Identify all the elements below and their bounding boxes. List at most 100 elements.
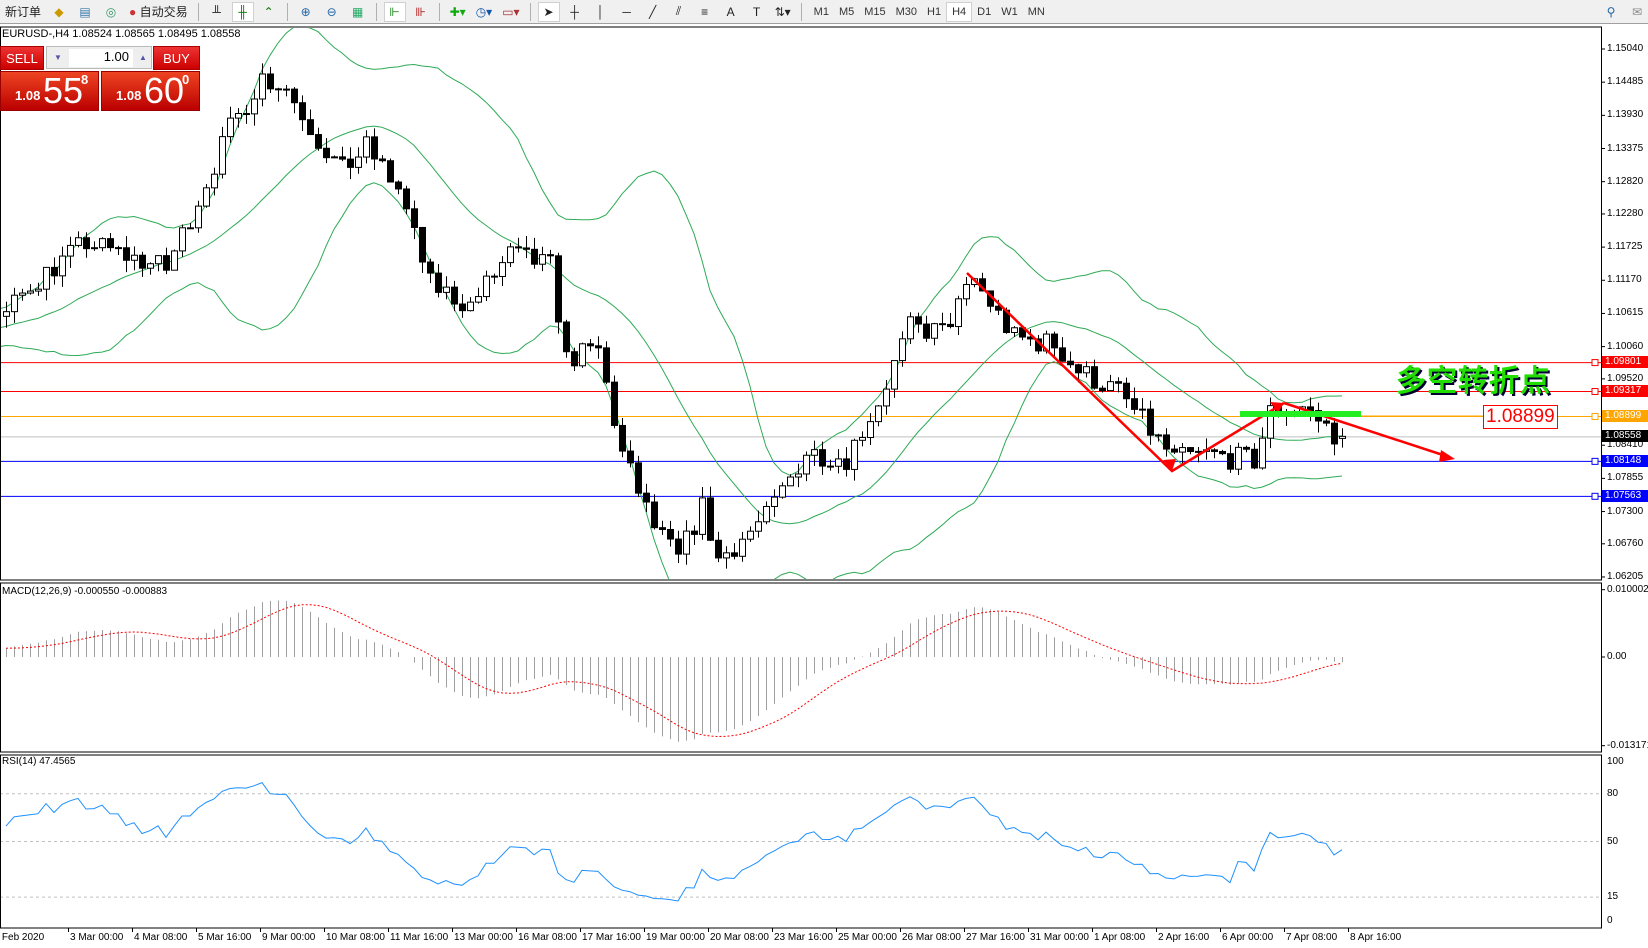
bollinger-lower-band (1, 182, 1343, 579)
timeframe-d1[interactable]: D1 (977, 5, 992, 18)
lot-increase-button[interactable]: ▲ (139, 53, 147, 62)
buy-price-button[interactable]: 1.08 60 0 (101, 70, 200, 111)
candle (27, 284, 34, 295)
timeframe-m5[interactable]: M5 (838, 5, 855, 18)
candle-body (851, 439, 858, 470)
market-watch-icon[interactable]: ◆ (54, 4, 64, 19)
candle (1051, 331, 1058, 357)
candle (1323, 418, 1330, 427)
timeframe-m30[interactable]: M30 (895, 5, 918, 18)
candle-body (1243, 446, 1250, 450)
separator (197, 2, 199, 21)
text-label-icon[interactable]: T (752, 4, 761, 19)
auto-trading-icon: ● (129, 4, 137, 19)
candle-body (187, 227, 194, 230)
candle (1083, 361, 1090, 378)
navigator-icon[interactable]: ◎ (105, 4, 117, 19)
arrows-icon[interactable]: ⇅▾ (774, 4, 791, 19)
price-label-annotation[interactable]: 1.08899 (1483, 405, 1558, 429)
candle-body (219, 136, 226, 175)
candle-body (907, 316, 914, 340)
chart-shift-icon[interactable]: ⊩ (383, 1, 406, 22)
cursor-icon[interactable]: ➤ (537, 1, 560, 22)
lot-size-field[interactable]: ▼ 1.00 ▲ (46, 46, 152, 69)
candle (579, 342, 586, 368)
buy-button[interactable]: BUY (153, 46, 200, 70)
lot-size-input[interactable]: 1.00 (69, 49, 133, 67)
lot-decrease-button[interactable]: ▼ (54, 53, 62, 62)
autoscroll-icon[interactable]: ⊪ (415, 4, 426, 19)
candle (1267, 397, 1274, 449)
timeframe-m1[interactable]: M1 (813, 5, 829, 18)
line-chart-icon[interactable]: ⌃ (263, 4, 274, 19)
candle (347, 147, 354, 180)
time-axis-label: 9 Mar 00:00 (262, 932, 316, 943)
candle (491, 273, 498, 284)
candle (883, 379, 890, 415)
candle-body (795, 473, 802, 478)
candle (803, 451, 810, 482)
periods-icon[interactable]: ◷▾ (475, 4, 493, 19)
sell-button[interactable]: SELL (0, 46, 44, 70)
candle-body (235, 113, 242, 119)
candle-body (283, 88, 290, 91)
chat-icon[interactable]: ✉ (1631, 4, 1643, 19)
zoom-in-icon[interactable]: ⊕ (300, 4, 311, 19)
candle (1091, 359, 1098, 390)
candle-body (947, 323, 954, 328)
time-axis-label: 6 Apr 00:00 (1222, 932, 1274, 943)
rsi-axis-label: 100 (1607, 756, 1624, 767)
macd-pane (0, 582, 1602, 753)
vertical-line-icon[interactable]: │ (596, 4, 605, 19)
turning-point-annotation[interactable]: 多空转折点 (1396, 365, 1551, 398)
candle (931, 322, 938, 346)
candle (499, 256, 506, 287)
new-order-button[interactable]: 新订单 (5, 5, 42, 19)
timeframe-h1[interactable]: H1 (927, 5, 942, 18)
candle (1171, 444, 1178, 455)
candle (99, 237, 106, 252)
price-axis-label: 1.15040 (1607, 43, 1644, 54)
candle (139, 251, 146, 277)
candle-body (611, 381, 618, 426)
templates-icon[interactable]: ▭▾ (502, 4, 520, 19)
timeframe-mn[interactable]: MN (1027, 5, 1045, 18)
candle-body (131, 254, 138, 261)
chart-canvas[interactable] (0, 24, 1648, 948)
zoom-out-icon[interactable]: ⊖ (326, 4, 337, 19)
price-axis-label: 1.12820 (1607, 175, 1644, 187)
text-icon[interactable]: A (726, 4, 735, 19)
search-icon[interactable]: ⚲ (1606, 4, 1616, 19)
candle-body (571, 351, 578, 367)
candle (1163, 428, 1170, 457)
candle (307, 109, 314, 136)
candle (835, 449, 842, 474)
bar-chart-icon[interactable]: ╨ (212, 4, 221, 19)
trendline-icon[interactable]: ╱ (648, 4, 657, 19)
candle-body (667, 528, 674, 540)
candlestick-icon[interactable]: ╫ (231, 1, 254, 22)
indicators-icon[interactable]: ✚▾ (449, 4, 466, 19)
candle (419, 226, 426, 273)
candle (1219, 449, 1226, 456)
trend-arrow-projection (1283, 401, 1447, 458)
toolbar: 新订单 ◆ ▤ ◎ ● 自动交易 ╨ ╫ ⌃ ⊕ ⊖ ▦ ⊩ ⊪ ✚▾ ◷▾ ▭… (0, 0, 1648, 24)
candle (619, 417, 626, 458)
fibonacci-icon[interactable]: ≡ (701, 4, 709, 19)
data-window-icon[interactable]: ▤ (79, 4, 91, 19)
candle (371, 128, 378, 171)
candle-body (747, 530, 754, 540)
candle-body (395, 181, 402, 190)
equidistant-channel-icon[interactable]: ⫽ (675, 4, 682, 18)
sell-price-button[interactable]: 1.08 55 8 (0, 70, 99, 111)
bollinger-upper-band (1, 28, 1343, 476)
horizontal-line-icon[interactable]: ─ (622, 4, 631, 19)
candle-body (555, 255, 562, 323)
tile-windows-icon[interactable]: ▦ (351, 4, 364, 19)
timeframe-h4[interactable]: H4 (946, 1, 973, 22)
crosshair-icon[interactable]: ┼ (570, 4, 579, 19)
candle (1243, 445, 1250, 453)
timeframe-m15[interactable]: M15 (864, 5, 886, 18)
timeframe-w1[interactable]: W1 (1001, 5, 1018, 18)
auto-trading-button[interactable]: ● 自动交易 (126, 2, 191, 22)
